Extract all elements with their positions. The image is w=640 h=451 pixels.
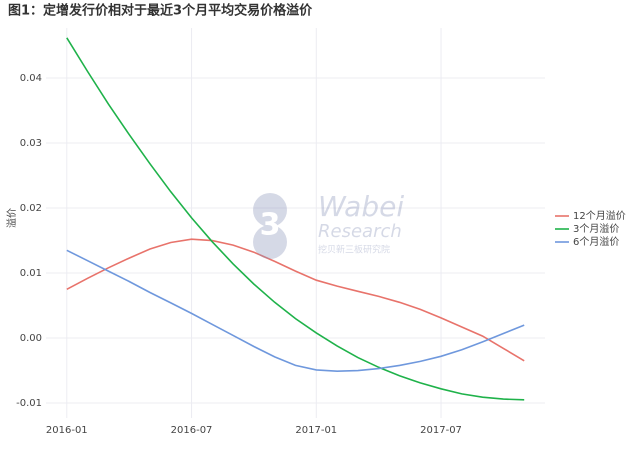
watermark: 3 Wabei Research 挖贝新三板研究院 [253, 190, 404, 259]
x-tick-label: 2016-01 [46, 425, 88, 436]
y-tick-label: 0.03 [20, 138, 42, 149]
y-tick-label: -0.01 [16, 398, 42, 409]
watermark-logo [253, 193, 287, 227]
x-tick-label: 2017-07 [420, 425, 462, 436]
legend-label: 6个月溢价 [573, 235, 619, 248]
y-tick-label: 0.02 [20, 203, 42, 214]
series-line [66, 37, 525, 401]
y-tick-label: 0.04 [20, 73, 42, 84]
y-axis-label: 溢价 [5, 208, 18, 228]
y-tick-label: 0.01 [20, 268, 42, 279]
series-line [66, 249, 525, 373]
watermark-text: Research [318, 221, 402, 242]
y-tick-label: 0.00 [20, 333, 42, 344]
watermark-text: Wabei [318, 190, 404, 223]
watermark-logo [253, 225, 287, 259]
x-tick-label: 2017-01 [295, 425, 337, 436]
x-tick-label: 2016-07 [171, 425, 213, 436]
legend-label: 3个月溢价 [573, 222, 619, 235]
watermark-logo: 3 [260, 208, 281, 243]
chart-title: 图1：定增发行价相对于最近3个月平均交易价格溢价 [8, 3, 313, 19]
series-line [66, 238, 525, 362]
legend-label: 12个月溢价 [573, 209, 626, 222]
watermark-text: 挖贝新三板研究院 [318, 244, 390, 256]
